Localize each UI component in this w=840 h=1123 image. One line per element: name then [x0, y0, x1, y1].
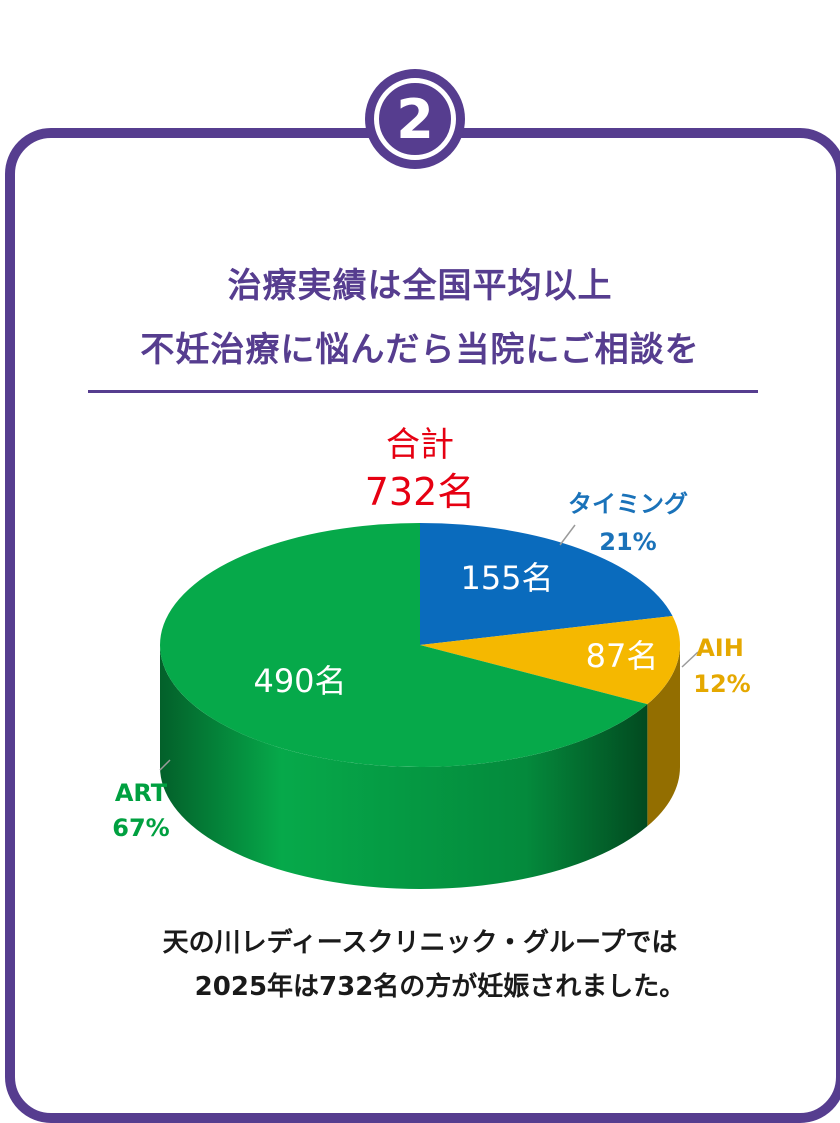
pie-slice-0: [420, 523, 673, 645]
slice-timing-percent-label: 21%: [599, 528, 656, 556]
pie-side-1: [647, 645, 680, 827]
leader-line-2: [159, 759, 171, 771]
total-label: 合計: [386, 425, 454, 465]
slice-timing-value-label: 155名: [460, 559, 553, 597]
slice-aih-percent-label: 12%: [693, 670, 750, 698]
pie-slice-1: [420, 615, 680, 705]
heading-line-2: 不妊治療に悩んだら当院にご相談を: [140, 330, 700, 370]
total-value: 732名: [365, 470, 476, 514]
pie-tops: [160, 523, 680, 768]
pie-slice-2: [160, 523, 648, 768]
pie-side-2: [159, 645, 648, 889]
slice-aih-name-label: AIH: [696, 634, 744, 662]
footer-line-1: 天の川レディースクリニック・グループでは: [162, 928, 678, 958]
step-badge: 2: [365, 69, 465, 169]
heading-divider: [88, 390, 758, 393]
slice-art-percent-label: 67%: [112, 814, 169, 842]
leader-line-0: [559, 524, 576, 546]
leader-lines: [159, 524, 699, 771]
step-number: 2: [374, 78, 456, 160]
heading-line-1: 治療実績は全国平均以上: [227, 266, 613, 306]
slice-art-value-label: 490名: [253, 662, 346, 700]
slice-timing-name-label: タイミング: [568, 490, 688, 518]
slice-aih-value-label: 87名: [586, 637, 659, 675]
leader-line-1: [681, 651, 699, 668]
slice-art-name-label: ART: [115, 779, 168, 807]
pie-sides: [159, 645, 680, 889]
footer-line-2: 2025年は732名の方が妊娠されました。: [194, 972, 686, 1002]
